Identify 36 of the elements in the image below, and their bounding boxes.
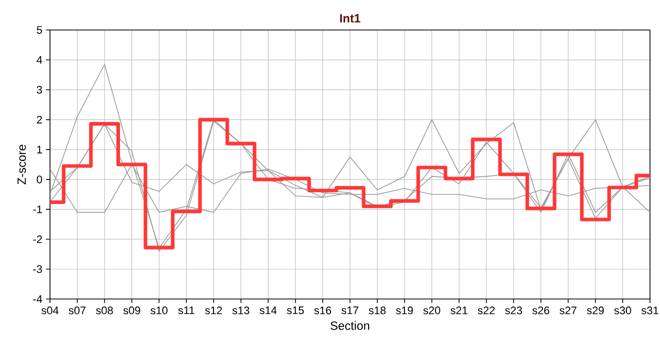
x-tick-label: s26	[532, 306, 550, 314]
x-tick-label: s29	[586, 306, 604, 314]
chart-title: Int1	[340, 14, 360, 23]
x-tick-label: s10	[150, 306, 168, 314]
x-tick-label: s13	[232, 306, 250, 314]
x-tick-label: s16	[314, 306, 332, 314]
x-tick-label: s11	[178, 306, 194, 314]
x-tick-label: s30	[614, 306, 632, 314]
x-tick-label: s22	[478, 306, 495, 314]
x-tick-label: s14	[260, 306, 277, 314]
y-tick-label: 0	[36, 176, 42, 184]
x-tick-label: s04	[41, 306, 59, 314]
x-tick-label: s21	[450, 306, 468, 314]
x-tick-label: s12	[205, 306, 222, 314]
y-tick-label: 5	[36, 26, 42, 34]
x-tick-label: s17	[341, 306, 358, 314]
x-axis-title: Section	[330, 321, 370, 330]
x-tick-label: s20	[423, 306, 440, 314]
y-tick-label: -4	[33, 295, 42, 303]
x-tick-label: s18	[368, 306, 386, 314]
y-tick-label: 3	[36, 86, 42, 94]
y-tick-label: -1	[33, 206, 42, 214]
x-tick-label: s08	[96, 306, 113, 314]
x-tick-label: s27	[560, 306, 576, 314]
y-tick-label: -3	[33, 265, 42, 273]
x-tick-label: s23	[505, 306, 522, 314]
y-tick-label: 1	[37, 146, 42, 154]
x-tick-label: s15	[286, 306, 304, 314]
y-axis-title: Z-score	[18, 144, 26, 184]
y-tick-label: 2	[36, 116, 42, 124]
x-tick-label: s07	[68, 306, 86, 314]
y-tick-label: -2	[33, 235, 42, 244]
x-tick-label: s09	[123, 306, 140, 314]
x-tick-label: s31	[641, 306, 658, 314]
y-tick-label: 4	[36, 56, 42, 64]
x-tick-label: s19	[396, 306, 413, 314]
